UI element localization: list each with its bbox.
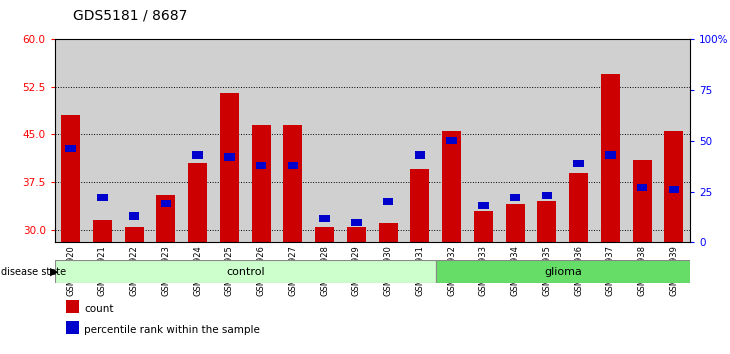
Bar: [125, 227, 144, 242]
Bar: [510, 194, 520, 201]
Bar: [309, 39, 340, 242]
Bar: [506, 204, 525, 242]
Text: disease state: disease state: [1, 267, 66, 276]
Bar: [182, 39, 213, 242]
Text: ▶: ▶: [50, 267, 58, 276]
Bar: [415, 152, 425, 159]
Bar: [664, 131, 683, 242]
Bar: [320, 215, 330, 222]
Bar: [637, 184, 648, 191]
Bar: [129, 212, 139, 219]
Text: glioma: glioma: [544, 267, 582, 277]
Bar: [594, 39, 626, 242]
Bar: [436, 260, 690, 283]
Bar: [288, 161, 298, 169]
Bar: [252, 125, 271, 242]
Bar: [340, 39, 372, 242]
Bar: [478, 202, 488, 210]
Bar: [277, 39, 309, 242]
Bar: [86, 39, 118, 242]
Bar: [569, 172, 588, 242]
Bar: [315, 227, 334, 242]
Bar: [66, 145, 76, 153]
Bar: [563, 39, 594, 242]
Text: percentile rank within the sample: percentile rank within the sample: [84, 325, 260, 335]
Bar: [605, 152, 615, 159]
Text: count: count: [84, 304, 113, 314]
Bar: [256, 161, 266, 169]
Bar: [61, 115, 80, 242]
Bar: [410, 169, 429, 242]
Bar: [379, 223, 398, 242]
Bar: [347, 227, 366, 242]
Bar: [442, 131, 461, 242]
Bar: [542, 192, 552, 199]
Bar: [601, 74, 620, 242]
Bar: [161, 200, 171, 207]
Bar: [531, 39, 563, 242]
Bar: [474, 211, 493, 242]
Bar: [93, 220, 112, 242]
Bar: [383, 198, 393, 205]
Bar: [372, 39, 404, 242]
Bar: [224, 153, 234, 161]
Bar: [283, 125, 302, 242]
Bar: [669, 186, 679, 193]
Bar: [658, 39, 690, 242]
Bar: [97, 194, 107, 201]
Bar: [220, 93, 239, 242]
Bar: [447, 137, 457, 144]
Bar: [351, 218, 361, 226]
Bar: [150, 39, 182, 242]
Bar: [626, 39, 658, 242]
Bar: [193, 152, 203, 159]
Bar: [156, 195, 175, 242]
Bar: [404, 39, 436, 242]
Bar: [633, 160, 652, 242]
Bar: [436, 39, 467, 242]
Bar: [213, 39, 245, 242]
Bar: [467, 39, 499, 242]
Bar: [55, 39, 86, 242]
Bar: [55, 260, 436, 283]
Bar: [188, 163, 207, 242]
Bar: [537, 201, 556, 242]
Bar: [499, 39, 531, 242]
Bar: [574, 160, 584, 167]
Bar: [245, 39, 277, 242]
Text: control: control: [226, 267, 264, 277]
Text: GDS5181 / 8687: GDS5181 / 8687: [73, 9, 188, 23]
Bar: [118, 39, 150, 242]
